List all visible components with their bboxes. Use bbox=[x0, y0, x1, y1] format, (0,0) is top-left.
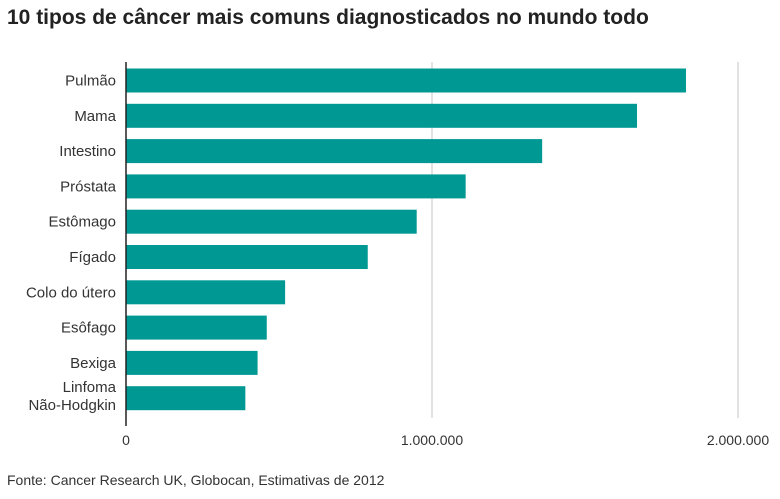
y-category-label: Fígado bbox=[69, 249, 116, 266]
y-category-label: Próstata bbox=[60, 178, 117, 195]
bar bbox=[126, 174, 466, 199]
x-tick-label: 2.000.000 bbox=[707, 432, 769, 448]
y-category-label: Mama bbox=[74, 108, 116, 125]
y-category-label: Bexiga bbox=[70, 355, 117, 372]
bar bbox=[126, 139, 543, 164]
source-note: Fonte: Cancer Research UK, Globocan, Est… bbox=[7, 472, 385, 488]
y-category-label: Pulmão bbox=[65, 73, 116, 90]
bar bbox=[126, 386, 246, 411]
bar bbox=[126, 245, 368, 269]
bar bbox=[126, 280, 286, 305]
y-category-label: Colo do útero bbox=[26, 284, 116, 301]
bar bbox=[126, 209, 417, 234]
y-category-label: Estômago bbox=[48, 214, 116, 231]
y-category-label: Esôfago bbox=[61, 320, 116, 337]
chart-title: 10 tipos de câncer mais comuns diagnosti… bbox=[7, 6, 649, 29]
bar bbox=[126, 68, 686, 93]
y-category-label: Linfoma Não-Hodgkin bbox=[28, 379, 116, 414]
bar bbox=[126, 315, 267, 340]
bar bbox=[126, 103, 638, 128]
x-tick-label: 1.000.000 bbox=[401, 432, 463, 448]
bar bbox=[126, 350, 258, 375]
x-tick-label: 0 bbox=[122, 432, 130, 448]
y-category-label: Intestino bbox=[59, 143, 116, 160]
